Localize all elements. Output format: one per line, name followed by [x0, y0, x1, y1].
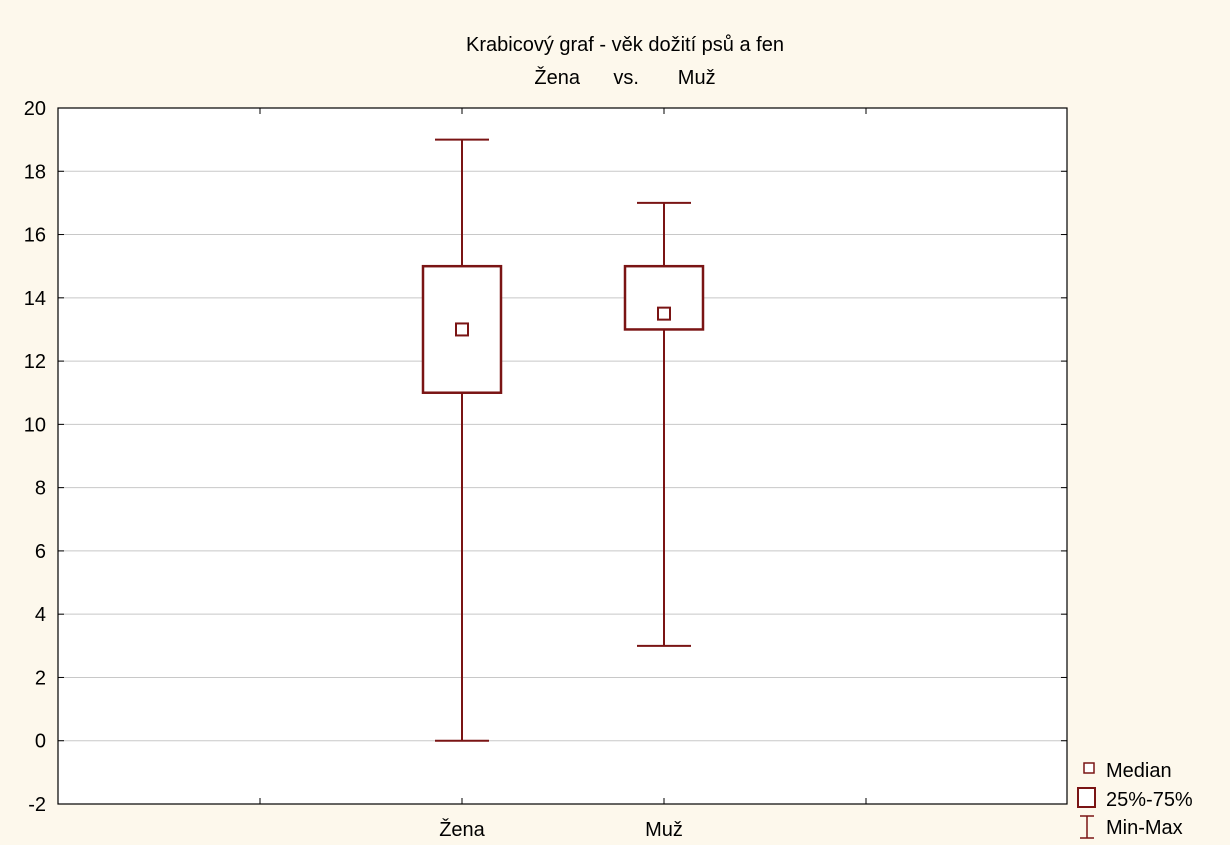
y-tick-label: 2	[35, 667, 46, 689]
y-tick-label: -2	[28, 794, 46, 816]
legend-box-symbol	[1077, 787, 1096, 808]
chart-subtitle: Žena vs. Muž	[534, 66, 715, 89]
plot-area	[58, 108, 1067, 804]
legend-label: Median	[1106, 760, 1172, 782]
legend-label: Min-Max	[1106, 817, 1183, 839]
y-tick-label: 8	[35, 478, 46, 500]
chart-title: Krabicový graf - věk dožití psů a fen	[466, 34, 784, 56]
x-tick-label: Muž	[645, 819, 683, 841]
y-tick-label: 0	[35, 731, 46, 753]
box-Muž	[623, 201, 705, 647]
plot-border	[57, 107, 1068, 805]
y-tick-label: 16	[24, 225, 46, 247]
y-tick-label: 12	[24, 351, 46, 373]
y-tick-label: 6	[35, 541, 46, 563]
y-tick-label: 10	[24, 414, 46, 436]
y-tick-label: 18	[24, 161, 46, 183]
legend: Median 25%-75% Min-Max	[1077, 760, 1193, 839]
median-marker	[455, 322, 469, 337]
x-tick-label: Žena	[439, 818, 485, 841]
y-tick-label: 14	[24, 288, 46, 310]
box-Žena	[421, 138, 503, 742]
median-marker	[657, 306, 671, 321]
legend-median-symbol	[1083, 762, 1095, 774]
y-tick-label: 20	[24, 98, 46, 120]
y-tick-label: 4	[35, 604, 46, 626]
legend-label: 25%-75%	[1106, 789, 1193, 811]
